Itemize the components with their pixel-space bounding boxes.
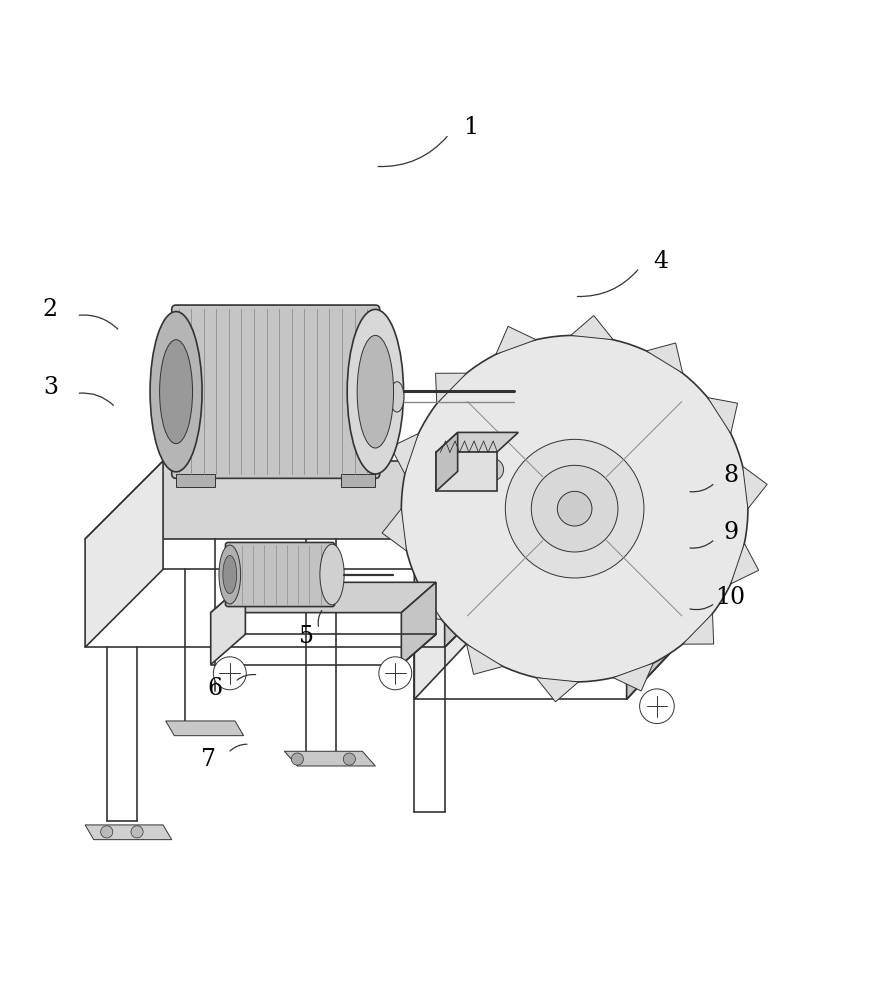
Text: 8: 8 xyxy=(723,464,739,487)
Polygon shape xyxy=(414,470,696,543)
Circle shape xyxy=(344,753,356,765)
Polygon shape xyxy=(467,644,503,674)
FancyBboxPatch shape xyxy=(172,305,379,478)
Circle shape xyxy=(291,753,303,765)
Text: 5: 5 xyxy=(298,625,314,648)
Ellipse shape xyxy=(358,335,393,448)
Polygon shape xyxy=(445,461,522,647)
Text: 9: 9 xyxy=(723,521,739,544)
Ellipse shape xyxy=(160,340,193,444)
Text: 3: 3 xyxy=(43,376,58,399)
Polygon shape xyxy=(176,474,215,487)
Ellipse shape xyxy=(320,544,344,605)
Ellipse shape xyxy=(219,545,241,604)
Circle shape xyxy=(214,657,246,690)
Text: 4: 4 xyxy=(654,250,669,273)
Polygon shape xyxy=(382,509,406,551)
Polygon shape xyxy=(496,326,536,354)
Polygon shape xyxy=(731,543,759,584)
Polygon shape xyxy=(401,582,436,665)
Polygon shape xyxy=(743,466,767,509)
Circle shape xyxy=(640,689,674,724)
Polygon shape xyxy=(412,584,441,620)
Circle shape xyxy=(100,826,112,838)
Text: 7: 7 xyxy=(201,748,216,771)
Ellipse shape xyxy=(223,555,236,594)
Circle shape xyxy=(401,335,748,682)
Circle shape xyxy=(481,458,504,481)
Ellipse shape xyxy=(390,382,404,412)
Polygon shape xyxy=(571,316,613,340)
Polygon shape xyxy=(708,398,738,433)
Text: 6: 6 xyxy=(208,677,222,700)
Polygon shape xyxy=(211,582,436,613)
Polygon shape xyxy=(683,614,713,644)
Polygon shape xyxy=(211,582,245,665)
Text: 1: 1 xyxy=(463,116,478,139)
Circle shape xyxy=(557,491,592,526)
Polygon shape xyxy=(414,470,484,699)
Polygon shape xyxy=(166,721,243,736)
Circle shape xyxy=(492,635,515,659)
Circle shape xyxy=(131,826,143,838)
Polygon shape xyxy=(536,678,578,702)
Polygon shape xyxy=(436,452,497,491)
Polygon shape xyxy=(436,432,518,452)
Ellipse shape xyxy=(150,312,202,472)
Polygon shape xyxy=(341,474,375,487)
Text: 10: 10 xyxy=(716,586,746,609)
Polygon shape xyxy=(613,663,653,691)
Polygon shape xyxy=(627,470,696,699)
Circle shape xyxy=(505,439,644,578)
Polygon shape xyxy=(85,461,522,539)
Circle shape xyxy=(378,657,412,690)
Polygon shape xyxy=(646,343,683,373)
Ellipse shape xyxy=(347,309,404,474)
Polygon shape xyxy=(435,373,467,404)
Circle shape xyxy=(531,465,618,552)
Polygon shape xyxy=(284,751,375,766)
Polygon shape xyxy=(85,461,163,647)
FancyBboxPatch shape xyxy=(226,542,335,607)
Text: 2: 2 xyxy=(43,298,58,321)
Polygon shape xyxy=(436,432,458,491)
Polygon shape xyxy=(391,433,419,474)
Circle shape xyxy=(492,575,515,599)
Polygon shape xyxy=(85,825,172,840)
